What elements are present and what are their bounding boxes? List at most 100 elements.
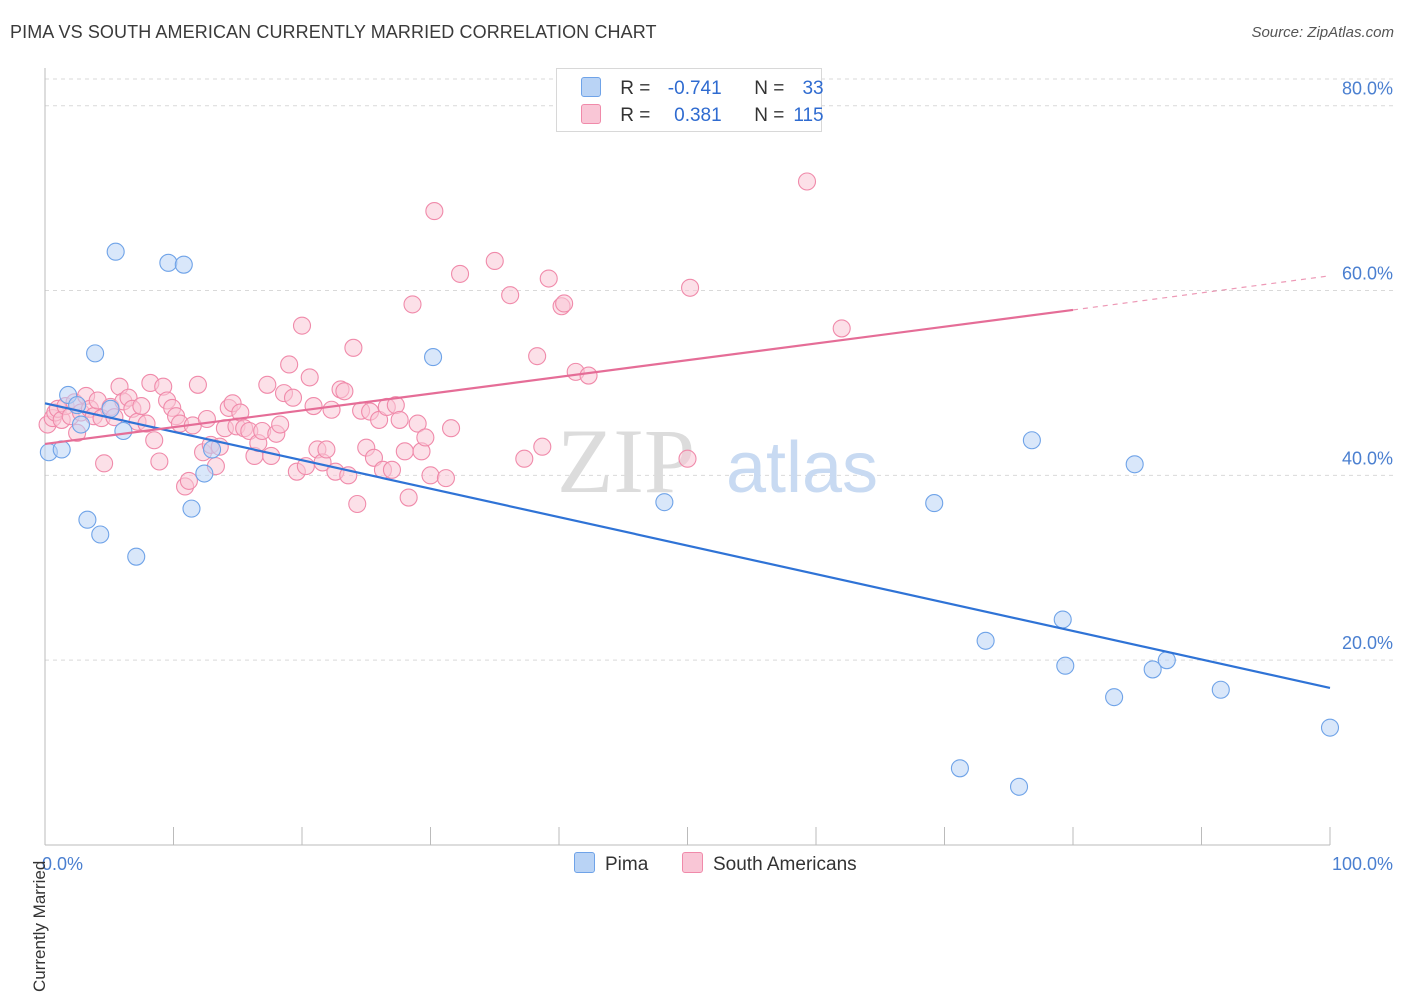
pima-point-20 [950,759,969,778]
south-americans-trend-line [44,308,1074,446]
pima-point-4 [71,415,91,434]
chart-title: PIMA VS SOUTH AMERICAN CURRENTLY MARRIED… [10,22,657,42]
y-tick-label-20: 20.0% [1342,633,1393,653]
pima-point-11 [127,547,146,566]
south-americans-point-70 [335,382,354,401]
south-n-value: 115 [793,105,824,126]
bottom-south-swatch [682,852,703,873]
y-axis-label: Currently Married [30,860,49,992]
south-americans-point-107 [797,172,817,191]
pima-point-26 [1105,688,1124,707]
x-tick-labels: 0.0% 100.0% [42,854,1393,874]
legend-row-pima: R = -0.741 N = 33 [581,77,824,99]
pima-point-15 [195,464,214,483]
pima-point-6 [91,525,110,544]
south-americans-point-89 [416,428,435,447]
south-americans-point-81 [382,460,402,479]
chart-source: Source: ZipAtlas.com [1251,24,1394,41]
south-americans-point-58 [283,388,303,407]
south-swatch [581,104,601,124]
south-americans-point-87 [408,414,427,433]
south-americans-point-95 [485,251,504,271]
pima-point-17 [424,348,443,367]
pima-point-19 [925,494,944,513]
pima-point-16 [203,440,222,459]
south-americans-point-72 [344,338,363,357]
south-americans-point-108 [832,319,851,338]
pima-point-21 [976,631,995,650]
pima-point-8 [101,399,120,418]
south-americans-point-53 [262,446,281,466]
pima-point-28 [1143,660,1162,679]
south-r-label: R = [620,105,651,126]
south-americans-point-93 [442,419,461,438]
y-tick-labels: 20.0% 40.0% 60.0% 80.0% [1342,79,1393,653]
x-tick-label-min: 0.0% [42,854,83,874]
south-americans-point-57 [280,355,299,374]
south-americans-point-62 [300,368,319,387]
south-americans-point-99 [533,437,552,456]
south-americans-point-34 [179,471,198,490]
grid-lines [45,78,1395,661]
trend-lines [44,275,1331,689]
pima-n-value: 33 [802,78,824,99]
south-americans-point-77 [364,448,384,467]
south-americans-point-90 [421,466,440,485]
pima-r-label: R = [620,78,651,99]
pima-point-12 [159,253,178,272]
bottom-legend-south: South Americans [682,852,857,876]
pima-point-24 [1053,610,1072,629]
south-r-value: 0.381 [674,105,722,126]
south-americans-point-26 [145,431,164,450]
pima-point-9 [106,242,125,261]
south-americans-point-60 [292,316,312,335]
pima-trend-line [44,402,1331,689]
south-americans-point-63 [304,397,323,416]
south-americans-point-106 [681,278,700,297]
south-americans-point-91 [425,202,444,221]
pima-point-29 [1157,651,1176,670]
pima-point-18 [655,493,674,512]
south-americans-point-83 [390,410,409,429]
pima-point-27 [1125,455,1144,474]
bottom-south-label: South Americans [713,854,857,875]
south-americans-point-23 [132,397,151,416]
pima-point-5 [78,510,97,529]
x-tick-label-max: 100.0% [1332,854,1393,874]
pima-point-25 [1056,656,1075,675]
pima-point-10 [114,421,133,441]
bottom-pima-swatch [574,852,595,873]
watermark: ZIP atlas [557,410,878,512]
south-americans-point-97 [515,449,534,468]
south-americans-point-86 [403,295,422,314]
south-americans-point-96 [501,286,520,305]
scatter-chart: ZIP atlas 20.0% 40.0% 60.0% 80.0% 0.0% 100.0… [38,68,1395,874]
south-americans-point-52 [258,375,277,394]
south-americans-point-98 [528,347,547,366]
south-americans-point-104 [579,366,598,385]
pima-points [39,242,1340,796]
watermark-atlas: atlas [726,428,878,508]
south-americans-point-15 [95,454,114,473]
bottom-pima-label: Pima [605,854,649,875]
pima-r-value: -0.741 [667,78,722,99]
south-americans-point-36 [188,375,207,394]
south-americans-point-92 [436,469,455,488]
pima-point-7 [86,344,105,363]
pima-swatch [581,77,601,97]
south-americans-point-100 [539,269,558,288]
south-americans-point-102 [555,294,574,313]
south-americans-point-27 [150,452,169,471]
y-tick-label-40: 40.0% [1342,448,1393,468]
pima-point-23 [1022,431,1041,450]
pima-point-13 [174,255,193,274]
y-tick-label-80: 80.0% [1342,79,1393,99]
bottom-legend-pima: Pima [574,852,648,876]
south-americans-point-66 [317,440,336,459]
pima-point-22 [1009,777,1029,796]
south-americans-point-73 [348,494,367,514]
south-americans-point-55 [271,415,290,434]
legend-row-south: R = 0.381 N = 115 [581,104,824,126]
axes [44,68,1331,846]
pima-point-31 [1320,718,1340,737]
